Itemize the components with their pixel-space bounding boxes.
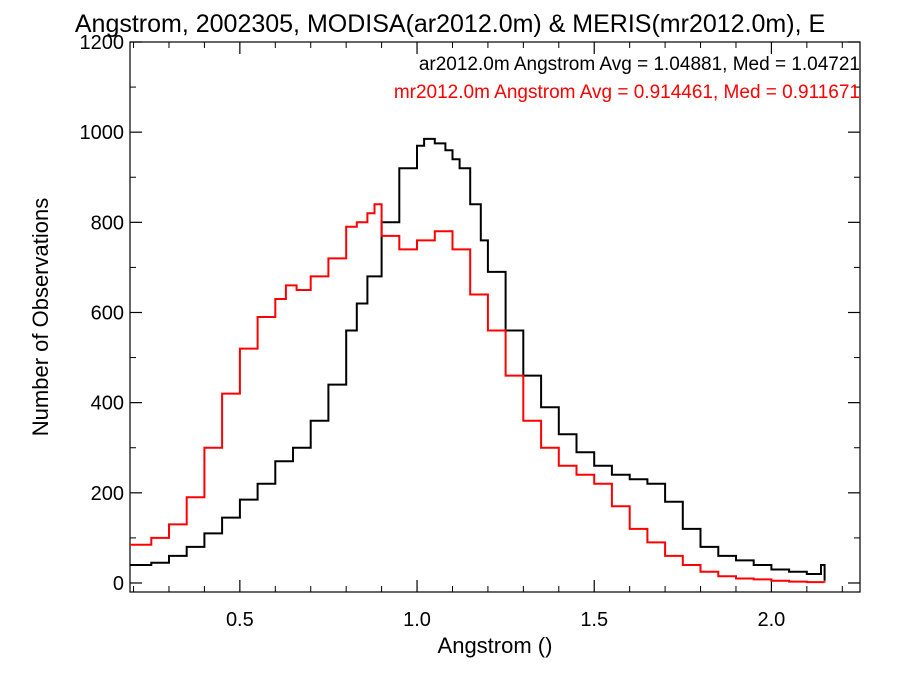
legend-entry-black: ar2012.0m Angstrom Avg = 1.04881, Med = … [419,54,860,75]
x-tick-label: 1.0 [403,609,431,631]
y-tick-label: 600 [91,302,124,324]
y-tick-label: 1000 [80,122,125,144]
series-layer [130,137,826,584]
y-axis: 0 200 400 600 800 1000 1200 [80,32,860,595]
plot-border [129,41,861,593]
series-red-histogram [130,203,826,584]
series-black-histogram [130,137,826,581]
x-tick-label: 2.0 [758,609,786,631]
y-tick-label: 800 [91,212,124,234]
x-axis-title: Angstrom () [438,633,553,658]
y-tick-label: 400 [91,393,124,415]
y-tick-label: 200 [91,483,124,505]
x-tick-label: 1.5 [580,609,608,631]
x-tick-label: 0.5 [226,609,254,631]
y-tick-label: 0 [113,573,124,595]
legend-entry-red: mr2012.0m Angstrom Avg = 0.914461, Med =… [394,82,860,103]
y-axis-title: Number of Observations [28,198,53,436]
plot-frame [129,41,861,593]
x-axis: 0.5 1.0 1.5 2.0 [133,42,843,631]
chart-title: Angstrom, 2002305, MODISA(ar2012.0m) & M… [75,10,825,38]
y-tick-label: 1200 [80,32,125,54]
